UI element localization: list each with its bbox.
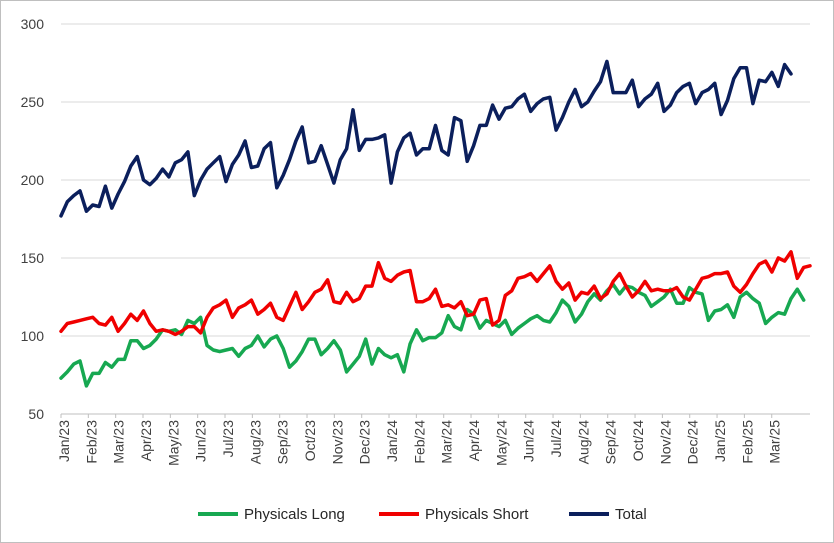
x-tick-label: Jan/25 [712, 420, 728, 462]
x-tick-label: Dec/23 [357, 420, 373, 465]
series-line-physicals-short [59, 250, 812, 337]
x-tick-label: Apr/24 [466, 420, 482, 461]
x-tick-label: Jan/23 [56, 420, 72, 462]
x-tick-label: Sep/24 [603, 420, 619, 465]
x-tick-label: May/24 [493, 420, 509, 466]
y-tick-label: 150 [21, 250, 45, 266]
x-tick-label: May/23 [165, 420, 181, 466]
x-tick-label: Mar/23 [111, 420, 127, 464]
x-tick-label: Mar/24 [439, 420, 455, 464]
legend: Physicals Long Physicals Short Total [198, 506, 647, 523]
x-tick-label: Jan/24 [384, 420, 400, 462]
y-tick-label: 100 [21, 328, 45, 344]
series-line-total [59, 59, 793, 218]
x-tick-label: Nov/24 [657, 420, 673, 465]
x-tick-label: Nov/23 [329, 420, 345, 465]
y-tick-label: 300 [21, 16, 45, 32]
x-tick-label: Feb/25 [739, 420, 755, 464]
y-tick-label: 50 [28, 406, 44, 422]
legend-label: Total [615, 506, 647, 523]
x-tick-label: Feb/23 [83, 420, 99, 464]
y-tick-label: 250 [21, 94, 45, 110]
series-lines [59, 59, 812, 388]
legend-label: Physicals Short [425, 506, 529, 523]
y-tick-label: 200 [21, 172, 45, 188]
series-line-physicals-long [59, 282, 806, 388]
legend-label: Physicals Long [244, 506, 345, 523]
x-axis: Jan/23 Feb/23 Mar/23 Apr/23 May/23 Jun/23 Jul/… [56, 413, 810, 466]
x-tick-label: Mar/25 [767, 420, 783, 464]
x-tick-label: Jul/24 [548, 420, 564, 458]
x-tick-label: Apr/23 [138, 420, 154, 461]
x-tick-label: Sep/23 [275, 420, 291, 465]
x-tick-label: Feb/24 [411, 420, 427, 464]
x-tick-label: Aug/23 [247, 420, 263, 465]
x-tick-label: Oct/23 [302, 420, 318, 461]
x-tick-label: Oct/24 [630, 420, 646, 461]
x-tick-label: Jun/24 [521, 420, 537, 462]
y-axis-labels: 50 100 150 200 250 300 [21, 16, 45, 422]
x-tick-label: Jul/23 [220, 420, 236, 458]
x-tick-label: Aug/24 [575, 420, 591, 465]
x-tick-label: Dec/24 [685, 420, 701, 465]
x-tick-label: Jun/23 [193, 420, 209, 462]
gridlines [61, 23, 810, 337]
